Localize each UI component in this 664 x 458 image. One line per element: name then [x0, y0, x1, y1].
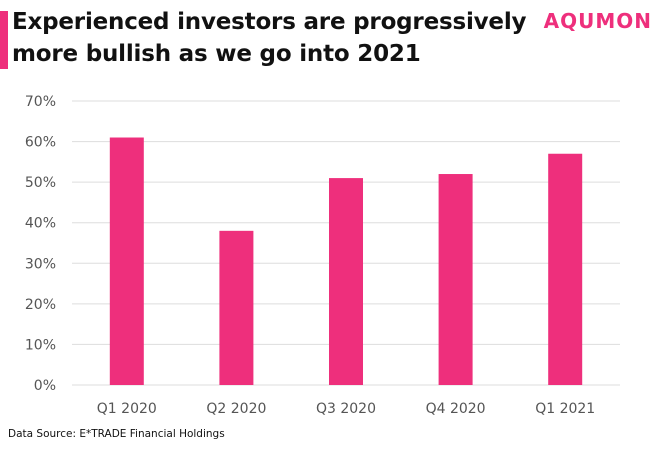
chart-title: Experienced investors are progressively … — [12, 9, 527, 67]
y-tick-label: 70% — [25, 94, 56, 110]
bar — [329, 178, 363, 385]
bar — [548, 153, 583, 385]
y-tick-label: 50% — [25, 175, 56, 191]
y-tick-label: 30% — [25, 256, 56, 272]
y-tick-label: 40% — [25, 216, 56, 232]
x-tick-label: Q4 2020 — [426, 401, 486, 417]
x-tick-label: Q1 2020 — [97, 401, 157, 417]
y-tick-label: 0% — [34, 378, 56, 394]
y-tick-label: 60% — [25, 135, 56, 151]
bar — [109, 137, 144, 385]
y-tick-label: 20% — [25, 297, 56, 313]
data-source-note: Data Source: E*TRADE Financial Holdings — [8, 428, 225, 440]
x-tick-label: Q1 2021 — [535, 401, 595, 417]
bar — [438, 174, 473, 385]
brand-logo: AQUMON — [543, 9, 652, 33]
title-accent-bar — [0, 11, 8, 69]
y-tick-label: 10% — [25, 337, 56, 353]
bar — [219, 230, 254, 385]
x-tick-label: Q2 2020 — [206, 401, 266, 417]
x-tick-label: Q3 2020 — [316, 401, 376, 417]
